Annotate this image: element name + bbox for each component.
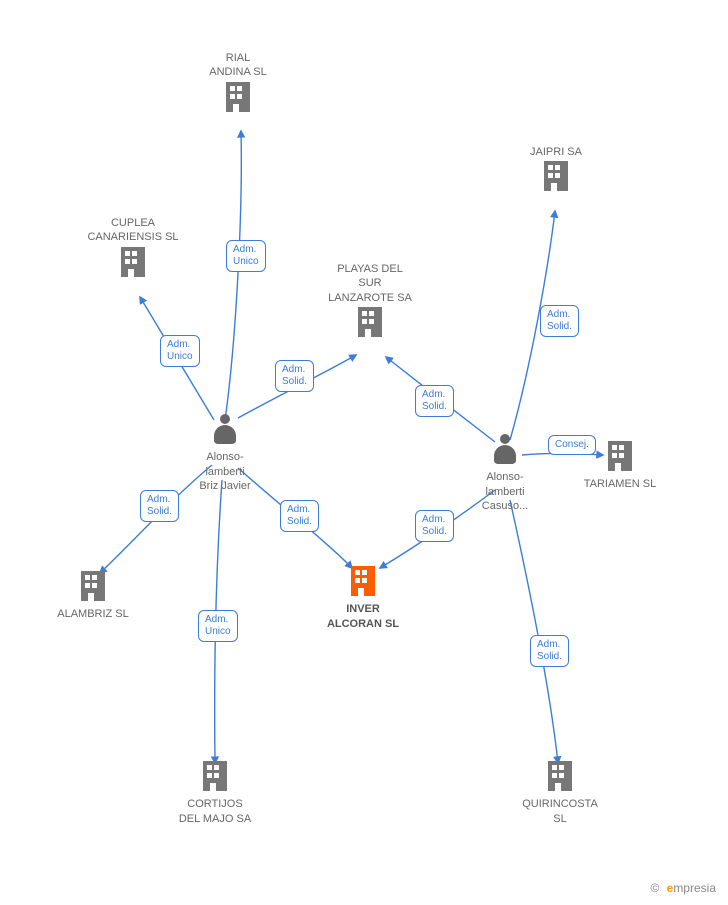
company-node[interactable]: CORTIJOSDEL MAJO SA [155, 759, 275, 826]
building-icon [119, 245, 147, 277]
edge-label: Adm.Solid. [540, 305, 579, 337]
edge-label: Adm.Solid. [280, 500, 319, 532]
node-label: QUIRINCOSTASL [500, 797, 620, 826]
node-label: ALAMBRIZ SL [33, 607, 153, 621]
edge [510, 500, 558, 763]
node-label: Alonso-lambertiCasuso... [445, 470, 565, 513]
person-node[interactable]: Alonso-lambertiBriz Javier [165, 414, 285, 493]
building-icon [542, 159, 570, 191]
building-icon [224, 80, 252, 112]
building-icon [201, 759, 229, 791]
edge-label: Adm.Solid. [415, 385, 454, 417]
node-label: RIALANDINA SL [178, 51, 298, 80]
company-node[interactable]: PLAYAS DELSURLANZAROTE SA [310, 260, 430, 341]
node-label: JAIPRI SA [496, 145, 616, 159]
company-node[interactable]: QUIRINCOSTASL [500, 759, 620, 826]
edge-label: Consej. [548, 435, 596, 455]
person-icon [211, 414, 239, 444]
edge-label: Adm.Solid. [415, 510, 454, 542]
copyright-symbol: © [650, 881, 659, 895]
node-label: PLAYAS DELSURLANZAROTE SA [310, 262, 430, 305]
edge-label: Adm.Solid. [530, 635, 569, 667]
person-node[interactable]: Alonso-lambertiCasuso... [445, 434, 565, 513]
edge-label: Adm.Unico [226, 240, 266, 272]
company-node[interactable]: RIALANDINA SL [178, 49, 298, 116]
footer-branding: © empresia [650, 881, 716, 895]
edge-label: Adm.Unico [160, 335, 200, 367]
company-node[interactable]: ALAMBRIZ SL [33, 569, 153, 622]
building-icon [349, 564, 377, 596]
building-icon [356, 305, 384, 337]
building-icon [79, 569, 107, 601]
node-label: CUPLEACANARIENSIS SL [73, 216, 193, 245]
node-label: INVERALCORAN SL [303, 602, 423, 631]
person-icon [491, 434, 519, 464]
brand-rest: mpresia [673, 881, 716, 895]
company-node[interactable]: CUPLEACANARIENSIS SL [73, 214, 193, 281]
building-icon [606, 439, 634, 471]
edge-label: Adm.Solid. [275, 360, 314, 392]
node-label: TARIAMEN SL [560, 477, 680, 491]
edge-label: Adm.Unico [198, 610, 238, 642]
company-node[interactable]: JAIPRI SA [496, 143, 616, 196]
edge-label: Adm.Solid. [140, 490, 179, 522]
node-label: Alonso-lambertiBriz Javier [165, 450, 285, 493]
company-node[interactable]: INVERALCORAN SL [303, 564, 423, 631]
building-icon [546, 759, 574, 791]
edge [225, 131, 241, 420]
node-label: CORTIJOSDEL MAJO SA [155, 797, 275, 826]
